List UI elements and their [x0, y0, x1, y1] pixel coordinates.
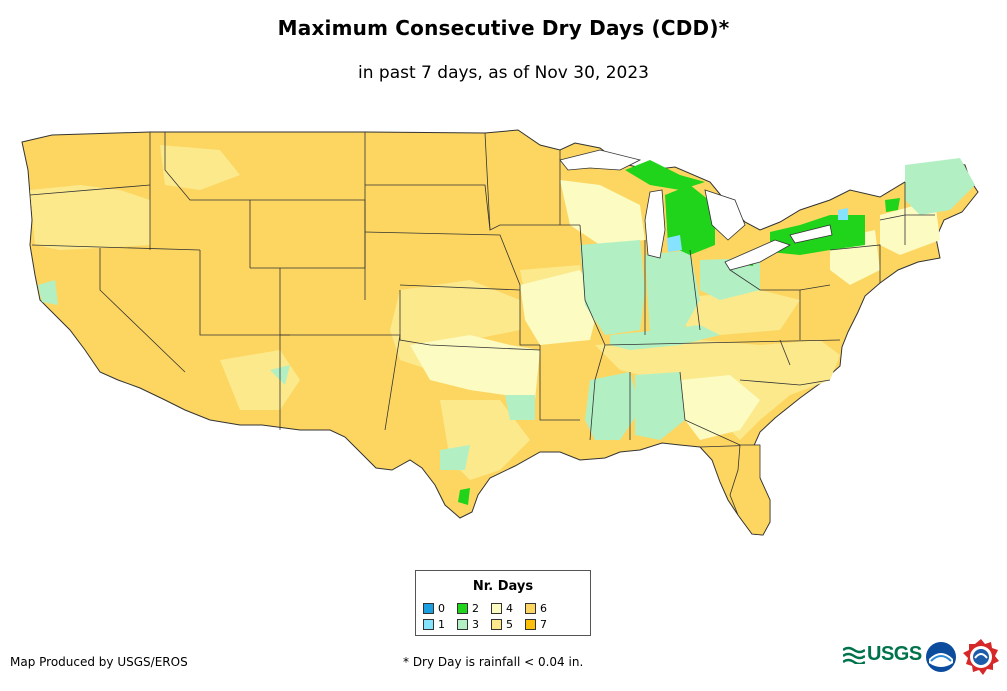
noaa-logo	[926, 642, 956, 672]
legend-swatch	[423, 619, 434, 630]
legend-swatch	[491, 619, 502, 630]
map-subtitle: in past 7 days, as of Nov 30, 2023	[358, 63, 649, 83]
map-credit: Map Produced by USGS/EROS	[10, 655, 188, 669]
legend-swatch	[525, 603, 536, 614]
lake-superior	[559, 149, 642, 171]
legend-label: 5	[506, 618, 513, 631]
lake-erie	[724, 239, 791, 271]
legend-label: 1	[438, 618, 445, 631]
legend-label: 2	[472, 602, 479, 615]
lake-huron	[704, 189, 746, 241]
dry-day-footnote: * Dry Day is rainfall < 0.04 in.	[403, 655, 584, 669]
nws-logo	[963, 639, 999, 675]
map-title: Maximum Consecutive Dry Days (CDD)*	[277, 16, 730, 40]
us-dry-days-map	[21, 129, 979, 536]
legend-label: 6	[540, 602, 547, 615]
legend-swatch	[423, 603, 434, 614]
legend-item-3: 3	[457, 618, 479, 631]
legend-swatch	[491, 603, 502, 614]
zone-1-day	[667, 208, 848, 252]
state-boundaries	[29, 132, 935, 448]
florida-peninsula	[729, 444, 771, 536]
legend-title: Nr. Days	[472, 579, 534, 594]
legend-swatch	[457, 619, 468, 630]
legend-item-1: 1	[423, 618, 445, 631]
map-legend: Nr. Days 0 1 2 3 4 5 6 7	[415, 570, 591, 636]
legend-item-2: 2	[457, 602, 479, 615]
legend-item-7: 7	[525, 618, 547, 631]
legend-item-6: 6	[525, 602, 547, 615]
usgs-waves-icon	[843, 646, 865, 664]
legend-swatch	[525, 619, 536, 630]
legend-label: 3	[472, 618, 479, 631]
legend-label: 4	[506, 602, 513, 615]
legend-swatch	[457, 603, 468, 614]
zone-3-days	[38, 158, 975, 470]
legend-item-0: 0	[423, 602, 445, 615]
great-lakes	[559, 149, 833, 271]
lake-ontario	[789, 224, 833, 244]
legend-item-4: 4	[491, 602, 513, 615]
usgs-logo: USGS	[843, 643, 922, 666]
lake-michigan	[644, 189, 666, 259]
legend-label: 7	[540, 618, 547, 631]
legend-label: 0	[438, 602, 445, 615]
legend-item-5: 5	[491, 618, 513, 631]
usgs-logo-text: USGS	[867, 643, 922, 665]
